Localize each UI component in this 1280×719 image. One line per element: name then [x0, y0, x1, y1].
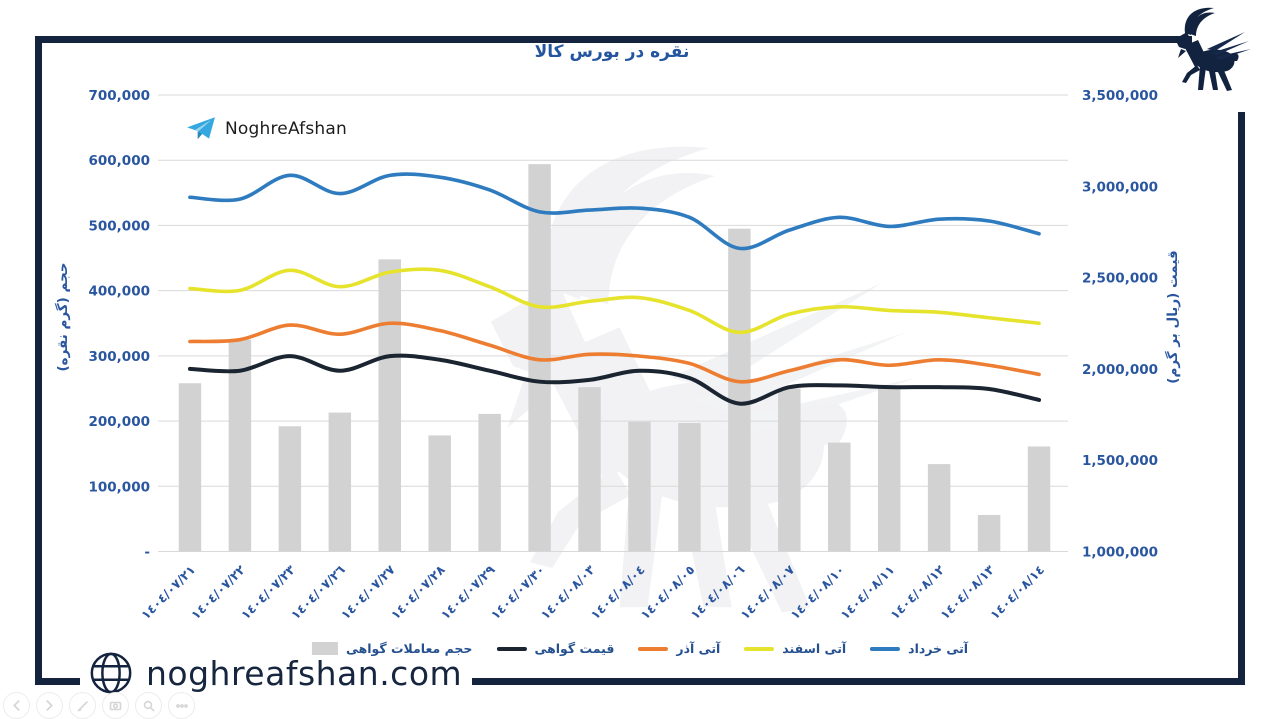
- volume-bar: [628, 421, 651, 552]
- legend-item-3: آتی اسفند: [744, 641, 846, 656]
- series-line: [188, 267, 1041, 335]
- telegram-handle: NoghreAfshan: [225, 119, 347, 139]
- volume-bar: [877, 387, 901, 552]
- volume-bar: [328, 412, 352, 552]
- telegram-watermark: NoghreAfshan: [186, 116, 347, 142]
- legend-label: آتی خرداد: [908, 641, 969, 656]
- legend-marker-line: [870, 646, 901, 651]
- x-axis-tick: ١٤٠٤/٠٨/١٤: [987, 562, 1047, 622]
- legend-marker-line: [744, 646, 775, 651]
- left-axis-tick: 200,000: [89, 414, 151, 430]
- right-axis-tick: 1,500,000: [1082, 453, 1158, 469]
- left-axis-tick: 500,000: [89, 218, 151, 234]
- volume-bar: [678, 423, 701, 552]
- legend-marker-bar: [311, 642, 338, 655]
- volume-bar: [428, 435, 451, 552]
- next-button[interactable]: [36, 692, 63, 719]
- series-line: [188, 172, 1041, 251]
- legend-label: قیمت گواهی: [534, 641, 615, 656]
- legend-label: آتی آذر: [676, 641, 721, 656]
- right-axis-tick: 2,000,000: [1082, 362, 1158, 378]
- globe-icon: [90, 652, 132, 694]
- legend-label: حجم معاملات گواهی: [345, 641, 473, 656]
- left-axis-tick: 700,000: [89, 88, 151, 104]
- legend-item-0: حجم معاملات گواهی: [311, 641, 473, 656]
- telegram-icon: [187, 117, 215, 140]
- legend-item-4: آتی خرداد: [870, 641, 968, 656]
- volume-bar: [977, 514, 1001, 552]
- legend-item-2: آتی آذر: [638, 641, 720, 656]
- volume-bar: [927, 464, 951, 552]
- left-axis-tick: 300,000: [89, 349, 151, 365]
- left-axis-tick: 600,000: [89, 153, 151, 169]
- volume-bar: [778, 388, 801, 552]
- chart-title: نقره در بورس کالا: [534, 42, 690, 62]
- more-button[interactable]: [168, 692, 195, 719]
- left-axis-tick: 100,000: [89, 479, 151, 495]
- legend-marker-line: [638, 646, 669, 651]
- right-axis-tick: 3,500,000: [1082, 88, 1158, 104]
- series-line: [188, 321, 1041, 384]
- right-axis-tick: 3,000,000: [1082, 179, 1158, 195]
- legend-marker-line: [496, 646, 527, 651]
- volume-bar: [378, 259, 401, 552]
- viewer-toolbar: [3, 692, 195, 719]
- volume-bar: [178, 383, 202, 552]
- right-axis-tick: 2,500,000: [1082, 271, 1158, 287]
- right-axis-title: قیمت (ریال بر گرم): [1165, 250, 1181, 384]
- volume-bar: [228, 339, 252, 552]
- volume-bar: [828, 442, 851, 552]
- left-axis-tick: -: [144, 545, 150, 561]
- series-line: [187, 353, 1042, 406]
- website-text: noghreafshan.com: [146, 653, 463, 693]
- volume-bar: [478, 413, 501, 552]
- screenshot-button[interactable]: [102, 692, 129, 719]
- volume-bar: [1027, 446, 1051, 552]
- logo-winged-goat-icon: [1175, 7, 1251, 91]
- search-button[interactable]: [135, 692, 162, 719]
- previous-button[interactable]: [3, 692, 30, 719]
- volume-bar: [528, 164, 551, 552]
- left-axis-title: حجم (گرم نقره): [55, 262, 71, 372]
- legend-item-1: قیمت گواهی: [496, 641, 614, 656]
- legend-label: آتی اسفند: [782, 641, 847, 656]
- volume-bar: [728, 228, 751, 552]
- right-axis-tick: 1,000,000: [1082, 545, 1158, 561]
- edit-button[interactable]: [69, 692, 96, 719]
- volume-bar: [578, 387, 601, 552]
- volume-bar: [278, 426, 302, 552]
- left-axis-tick: 400,000: [89, 284, 151, 300]
- border-frame: [35, 36, 1245, 685]
- legend: حجم معاملات گواهی قیمت گواهی آتی آذر آتی اس…: [311, 641, 968, 656]
